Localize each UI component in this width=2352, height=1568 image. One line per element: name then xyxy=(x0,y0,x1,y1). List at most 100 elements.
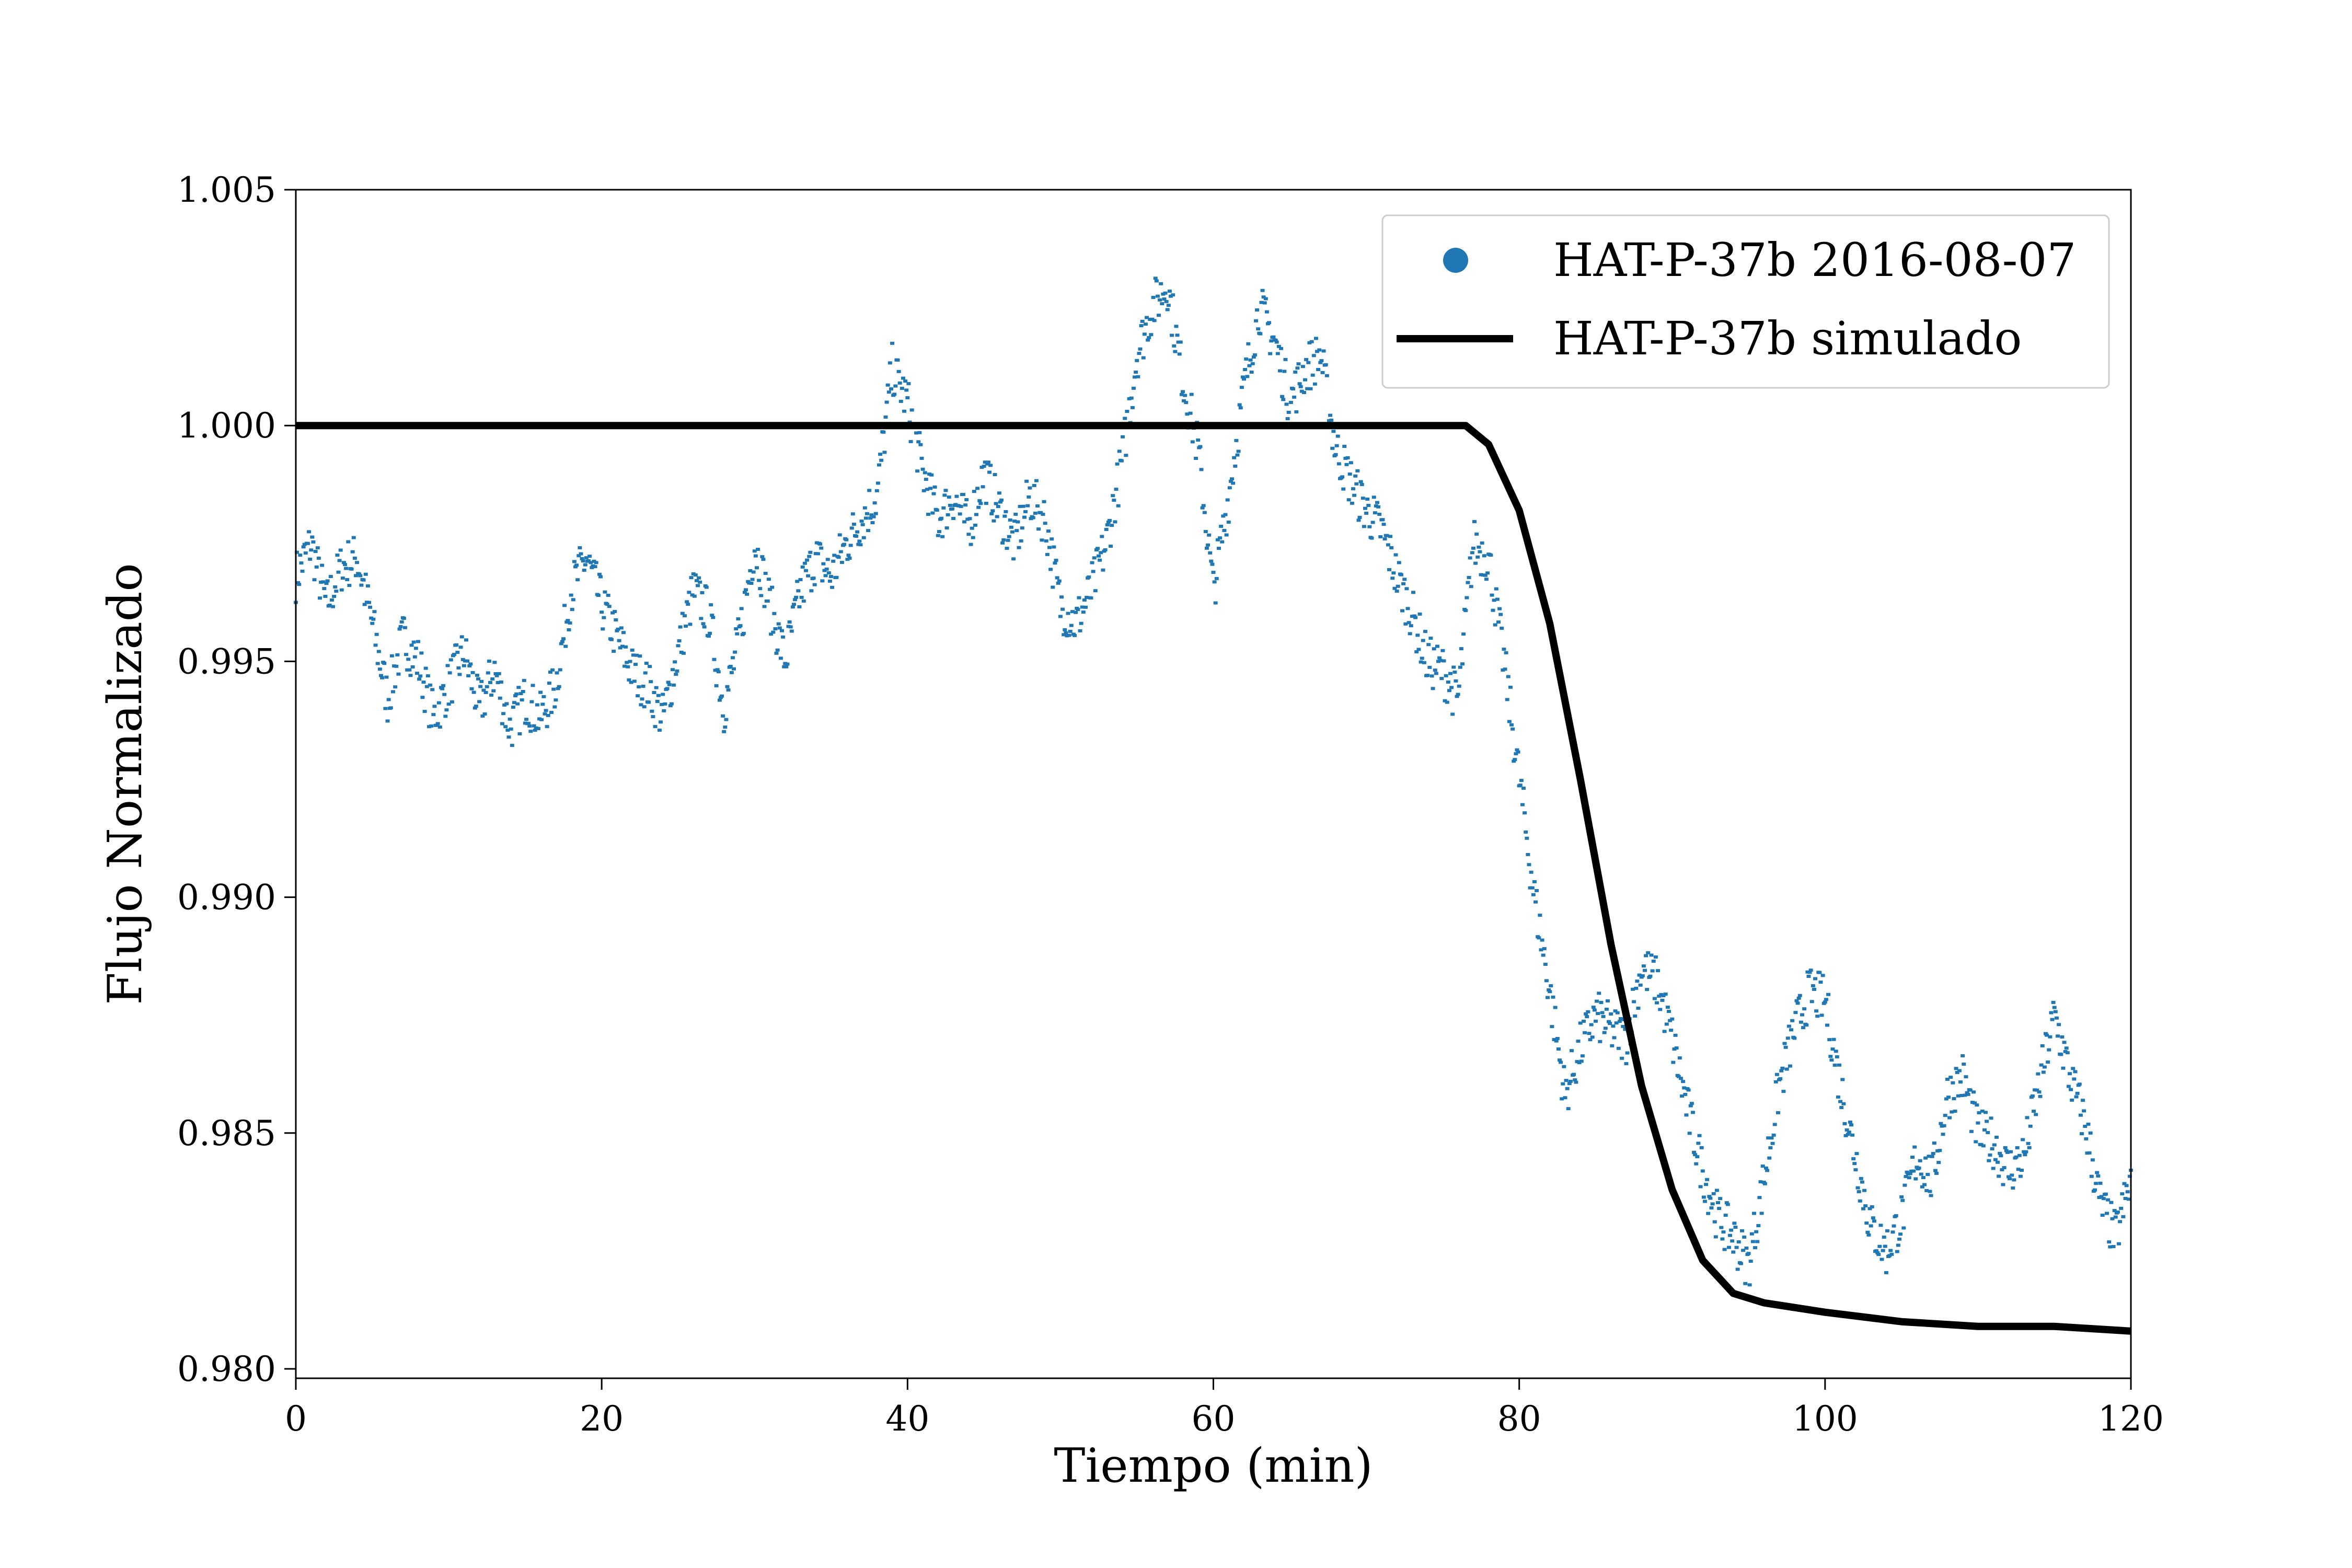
observed-data-point xyxy=(1980,1109,1985,1113)
observed-data-point xyxy=(1125,410,1129,413)
observed-data-point xyxy=(386,698,391,701)
observed-data-point xyxy=(402,626,407,629)
observed-data-point xyxy=(1054,558,1058,562)
observed-data-point xyxy=(710,614,714,617)
observed-data-point xyxy=(1779,1069,1784,1073)
observed-data-point xyxy=(1408,632,1412,636)
observed-data-point xyxy=(1612,1036,1617,1040)
observed-data-point xyxy=(621,631,626,635)
observed-data-point xyxy=(2120,1192,2125,1196)
observed-data-point xyxy=(1632,1000,1636,1004)
observed-data-point xyxy=(448,658,453,662)
observed-data-point xyxy=(1110,524,1114,527)
observed-data-point xyxy=(388,706,393,710)
observed-data-point xyxy=(340,577,345,580)
observed-data-point xyxy=(1689,1102,1694,1105)
observed-data-point xyxy=(1196,438,1201,442)
observed-data-point xyxy=(1391,571,1396,575)
observed-data-point xyxy=(777,626,782,630)
observed-data-point xyxy=(2079,1132,2084,1136)
observed-data-point xyxy=(562,604,567,607)
observed-data-point xyxy=(1731,1250,1736,1254)
y-axis-label: Flujo Normalizado xyxy=(98,563,153,1005)
observed-data-point xyxy=(513,694,518,698)
observed-data-point xyxy=(865,512,870,515)
observed-data-point xyxy=(1412,614,1417,618)
observed-data-point xyxy=(372,610,377,614)
observed-data-point xyxy=(1463,609,1468,613)
observed-data-point xyxy=(347,584,352,587)
observed-data-point xyxy=(1480,541,1484,545)
observed-data-point xyxy=(1135,359,1139,362)
observed-data-point xyxy=(2032,1110,2036,1113)
observed-data-point xyxy=(661,693,665,696)
observed-data-point xyxy=(1219,524,1224,528)
observed-data-point xyxy=(1652,997,1657,1000)
observed-data-point xyxy=(985,462,989,466)
observed-data-point xyxy=(556,687,560,690)
observed-data-point xyxy=(355,561,360,564)
observed-data-point xyxy=(1432,647,1436,651)
observed-data-point xyxy=(2002,1166,2007,1170)
observed-data-point xyxy=(1624,1062,1629,1066)
observed-data-point xyxy=(961,492,965,496)
observed-data-point xyxy=(1111,494,1115,498)
observed-data-point xyxy=(1665,1006,1670,1009)
observed-data-point xyxy=(1794,999,1799,1002)
observed-data-point xyxy=(1440,649,1445,652)
observed-data-point xyxy=(715,668,720,672)
observed-data-point xyxy=(361,578,366,582)
observed-data-point xyxy=(1611,1024,1616,1028)
legend: HAT-P-37b 2016-08-07 HAT-P-37b simulado xyxy=(1381,214,2110,389)
observed-data-point xyxy=(717,698,722,702)
observed-data-point xyxy=(1892,1224,1896,1228)
observed-data-point xyxy=(694,579,699,582)
observed-data-point xyxy=(544,709,548,712)
observed-data-point xyxy=(583,563,587,567)
observed-data-point xyxy=(1850,1133,1855,1137)
observed-data-point xyxy=(416,640,421,643)
observed-data-point xyxy=(615,629,619,632)
observed-data-point xyxy=(327,603,332,607)
observed-data-point xyxy=(791,603,796,606)
observed-data-point xyxy=(1904,1174,1908,1178)
observed-data-point xyxy=(383,707,388,710)
observed-data-point xyxy=(472,706,477,710)
observed-data-point xyxy=(1680,1094,1685,1098)
observed-data-point xyxy=(784,665,789,668)
observed-data-point xyxy=(1637,973,1642,977)
observed-data-point xyxy=(1206,543,1210,547)
observed-data-point xyxy=(298,554,303,557)
observed-data-point xyxy=(1155,294,1160,298)
observed-data-point xyxy=(1991,1167,1996,1170)
observed-data-point xyxy=(596,594,601,597)
observed-data-point xyxy=(1541,953,1546,957)
observed-data-point xyxy=(1950,1110,1954,1114)
observed-data-point xyxy=(1900,1198,1905,1202)
observed-data-point xyxy=(1146,338,1150,342)
observed-data-point xyxy=(2008,1177,2012,1181)
observed-data-point xyxy=(668,704,673,708)
observed-data-point xyxy=(1889,1252,1894,1256)
observed-data-point xyxy=(1148,318,1152,321)
observed-data-point xyxy=(516,686,521,689)
observed-data-point xyxy=(726,688,731,692)
observed-data-point xyxy=(2109,1201,2114,1204)
observed-data-point xyxy=(1355,469,1360,472)
observed-data-point xyxy=(349,567,354,571)
observed-data-point xyxy=(407,668,412,672)
observed-data-point xyxy=(1321,349,1326,353)
observed-data-point xyxy=(721,714,725,718)
observed-data-point xyxy=(1603,1027,1608,1030)
observed-data-point xyxy=(1448,672,1453,675)
observed-data-point xyxy=(1888,1249,1893,1252)
observed-data-point xyxy=(1400,609,1405,613)
observed-data-point xyxy=(2103,1192,2108,1196)
observed-data-point xyxy=(1619,1017,1623,1020)
observed-data-point xyxy=(709,603,713,607)
observed-data-point xyxy=(686,603,690,606)
observed-data-point xyxy=(882,451,887,454)
observed-data-point xyxy=(1896,1243,1900,1247)
observed-data-point xyxy=(1465,596,1469,599)
observed-data-point xyxy=(1492,598,1496,602)
